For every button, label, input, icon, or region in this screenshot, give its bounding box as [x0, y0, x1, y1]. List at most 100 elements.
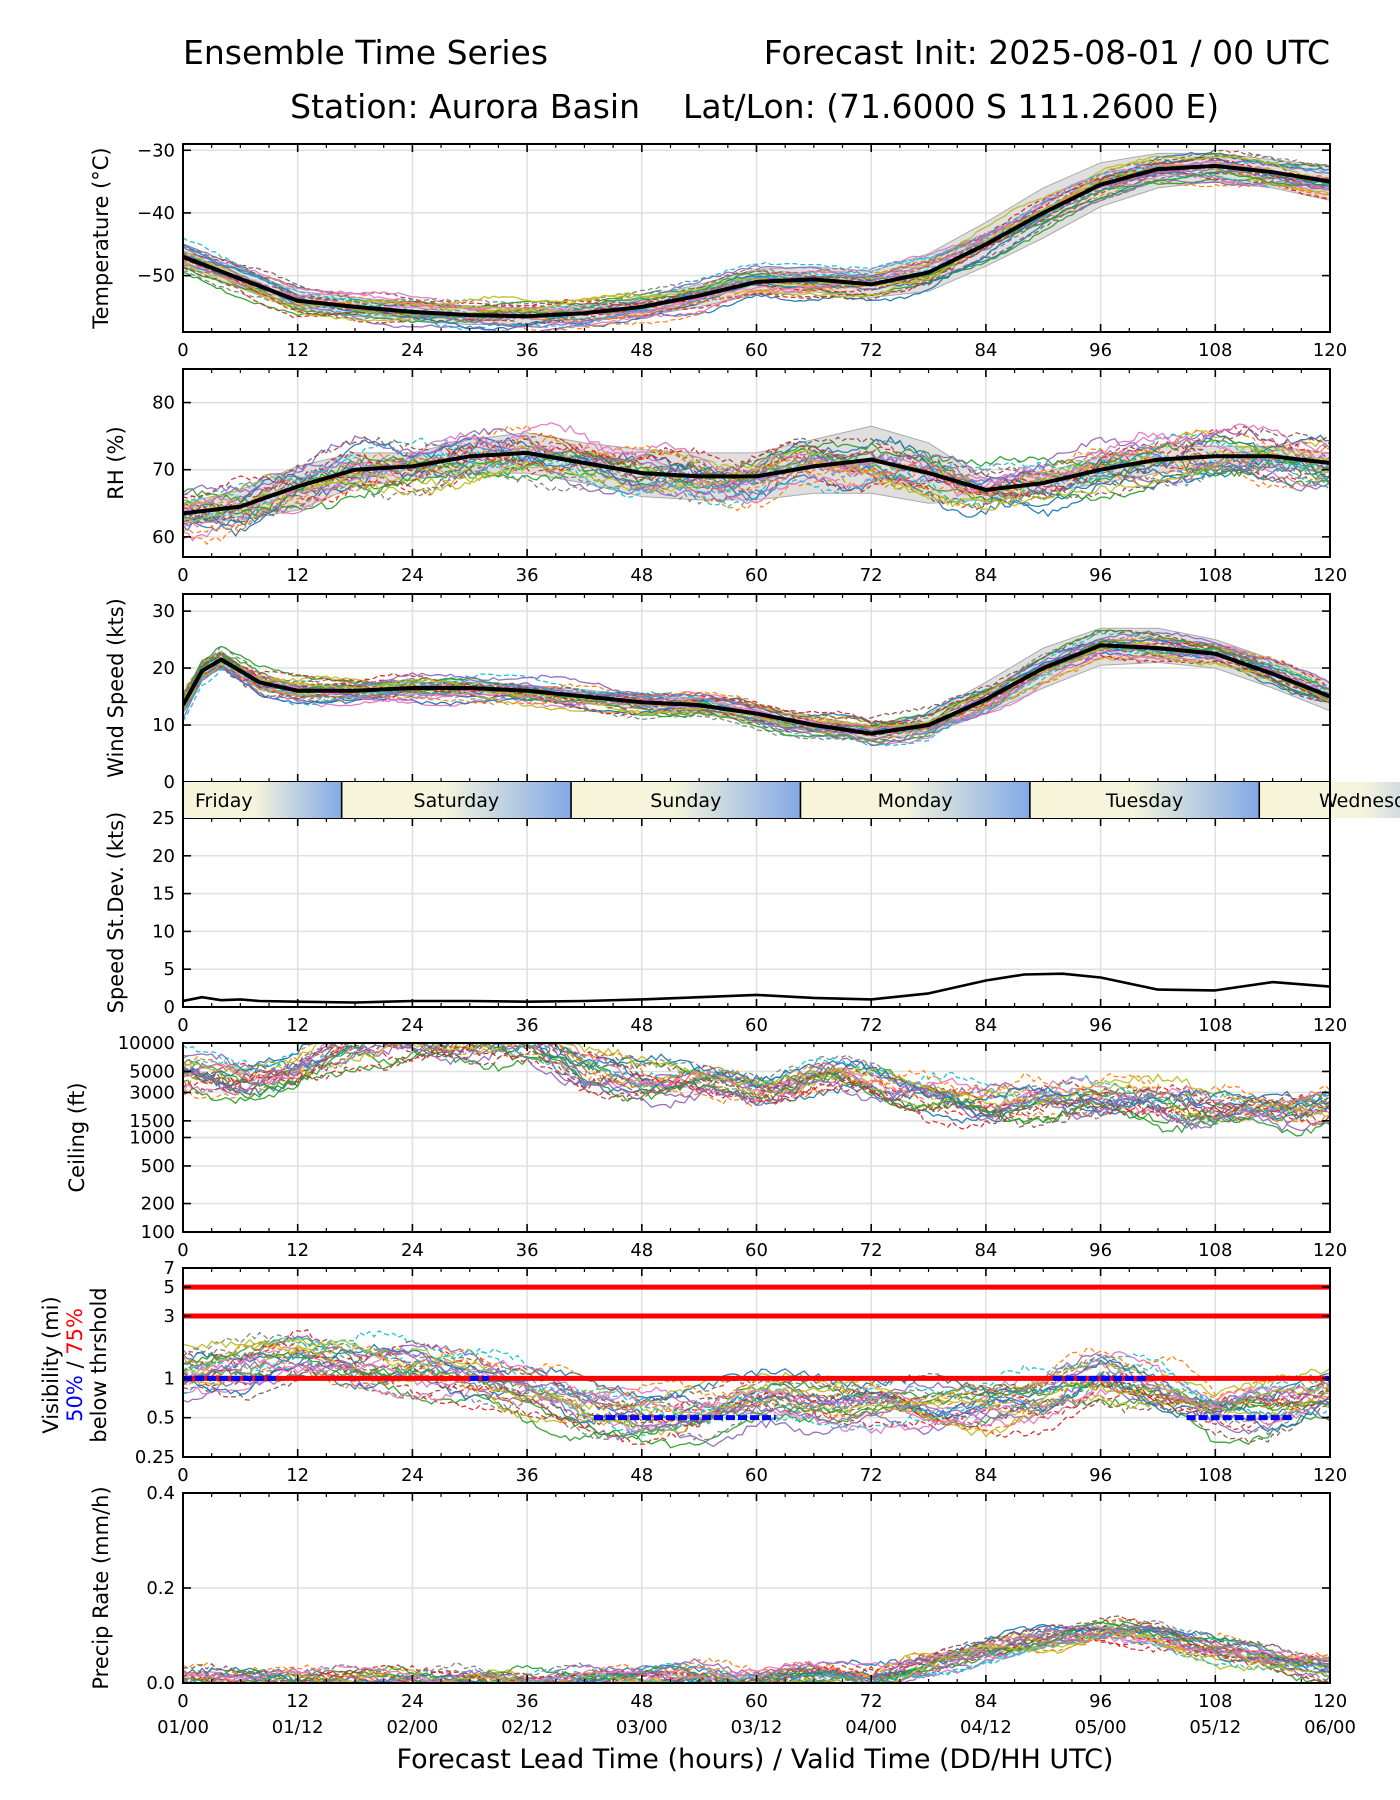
- rh-mean-line: [183, 450, 1330, 516]
- x-tick-label: 72: [860, 1015, 883, 1036]
- member-trace: [183, 1625, 1330, 1683]
- member-trace: [183, 1625, 1330, 1683]
- member-trace: [183, 427, 1330, 518]
- x-tick-label: 24: [401, 1240, 424, 1261]
- visibility-panel: 0 12 24 36 48 60 72 84 96 108 120 0.25 0.5 1 3 57: [135, 1258, 1347, 1486]
- precip-ylabel: Precip Rate (mm/h): [89, 1486, 113, 1689]
- pct-75-label: 75%: [63, 1308, 87, 1355]
- member-trace: [183, 445, 1330, 520]
- member-trace: [183, 1043, 1330, 1123]
- x-tick-label: 84: [974, 1015, 997, 1036]
- y-tick-label: 0: [164, 772, 175, 793]
- x-tick-label: 60: [745, 340, 768, 361]
- x-tick-label: 60: [745, 565, 768, 586]
- wind_speed-panel: 0 10 20 30 Wind Speed (kts): [104, 593, 1331, 793]
- member-trace: [183, 1344, 1330, 1433]
- member-trace: [183, 170, 1330, 316]
- y-tick-label: 5000: [129, 1061, 175, 1082]
- y-tick-label: 25: [152, 808, 175, 829]
- x-tick-label: 36: [516, 340, 539, 361]
- x-tick-label: 24: [401, 340, 424, 361]
- valid-time-label: 03/00: [616, 1717, 668, 1738]
- panels: 0 12 24 36 48 60 72 84 96 108 120−30−40−50Temperat…: [65, 140, 1356, 1738]
- x-tick-label: 84: [974, 1465, 997, 1486]
- x-tick-label: 96: [1089, 1015, 1112, 1036]
- temperature-ylabel: Temperature (°C): [89, 147, 113, 329]
- x-tick-label: 60: [745, 1691, 768, 1712]
- member-trace: [183, 1340, 1330, 1426]
- valid-time-label: 01/00: [157, 1717, 209, 1738]
- wind_speed-mean-line: [183, 643, 1330, 736]
- x-tick-label: 24: [401, 1465, 424, 1486]
- precip-grid: [183, 1493, 1330, 1683]
- day-segment: [341, 782, 572, 818]
- x-tick-label: 108: [1198, 1240, 1232, 1261]
- x-tick-label: 48: [630, 565, 653, 586]
- member-trace: [183, 1043, 1330, 1129]
- visibility-label-line1: Visibility (mi): [39, 1296, 63, 1433]
- valid-time-label: 02/00: [386, 1717, 438, 1738]
- y-tick-label: 60: [152, 527, 175, 548]
- wind_speed-ylabel: Wind Speed (kts): [104, 598, 128, 778]
- speed_stdev-panel: 0 12 24 36 48 60 72 84 96 108 120 0 5 10 15 20 25 Speed S…: [104, 808, 1347, 1036]
- valid-time-label: 05/12: [1189, 1717, 1241, 1738]
- y-tick-label: 1500: [129, 1111, 175, 1132]
- temperature-plot: [183, 148, 1330, 332]
- y-tick-label: 0: [164, 997, 175, 1018]
- pct-slash: /: [63, 1355, 87, 1375]
- x-tick-label: 0: [177, 1015, 188, 1036]
- member-trace: [183, 1364, 1330, 1420]
- member-trace: [183, 455, 1330, 530]
- y-tick-label: 20: [152, 658, 175, 679]
- y-tick-label: 0.25: [135, 1447, 175, 1468]
- ceiling-ylabel: Ceiling (ft): [65, 1082, 89, 1192]
- x-tick-label: 72: [860, 565, 883, 586]
- rh-ylabel: RH (%): [104, 426, 128, 499]
- member-trace: [183, 654, 1330, 729]
- member-trace: [183, 635, 1330, 732]
- speed_stdev-ylabel: Speed St.Dev. (kts): [104, 812, 128, 1014]
- y-tick-label: 0.2: [146, 1578, 175, 1599]
- y-tick-label: 3000: [129, 1082, 175, 1103]
- rh-plot: [183, 421, 1330, 545]
- x-tick-label: 12: [286, 1691, 309, 1712]
- member-trace: [183, 1631, 1330, 1683]
- station-name: Station: Aurora Basin: [290, 87, 640, 126]
- x-tick-label: 60: [745, 1015, 768, 1036]
- member-trace: [183, 446, 1330, 523]
- x-tick-label: 96: [1089, 1465, 1112, 1486]
- x-tick-label: 120: [1313, 565, 1347, 586]
- x-tick-label: 84: [974, 565, 997, 586]
- x-tick-label: 0: [177, 1465, 188, 1486]
- speed_stdev-grid: [183, 818, 1330, 1007]
- x-tick-label: 84: [974, 1240, 997, 1261]
- member-trace: [183, 1043, 1330, 1111]
- member-trace: [183, 652, 1330, 745]
- member-trace: [183, 165, 1330, 321]
- x-tick-label: 36: [516, 1015, 539, 1036]
- member-trace: [183, 650, 1330, 730]
- member-trace: [183, 646, 1330, 729]
- member-trace: [183, 1045, 1330, 1130]
- day-label: Monday: [878, 790, 953, 812]
- member-trace: [183, 1624, 1330, 1683]
- y-tick-label: 7: [164, 1258, 175, 1279]
- y-tick-label: 500: [141, 1156, 175, 1177]
- wind_speed-grid: [183, 594, 1330, 782]
- x-tick-label: 12: [286, 1465, 309, 1486]
- x-tick-label: 0: [177, 1240, 188, 1261]
- member-trace: [183, 435, 1330, 534]
- member-trace: [183, 1342, 1330, 1421]
- x-tick-label: 72: [860, 1465, 883, 1486]
- member-trace: [183, 1043, 1330, 1120]
- y-tick-label: −40: [137, 203, 175, 224]
- x-tick-label: 36: [516, 565, 539, 586]
- temperature-mean-line: [183, 163, 1330, 319]
- visibility-plot: [183, 1284, 1330, 1449]
- member-trace: [183, 1043, 1330, 1122]
- x-tick-label: 24: [401, 1015, 424, 1036]
- visibility-ylabel: Visibility (mi) 50% / 75% below thrshold: [39, 1287, 111, 1442]
- station-latlon: Lat/Lon: (71.6000 S 111.2600 E): [683, 87, 1219, 126]
- x-tick-label: 96: [1089, 1691, 1112, 1712]
